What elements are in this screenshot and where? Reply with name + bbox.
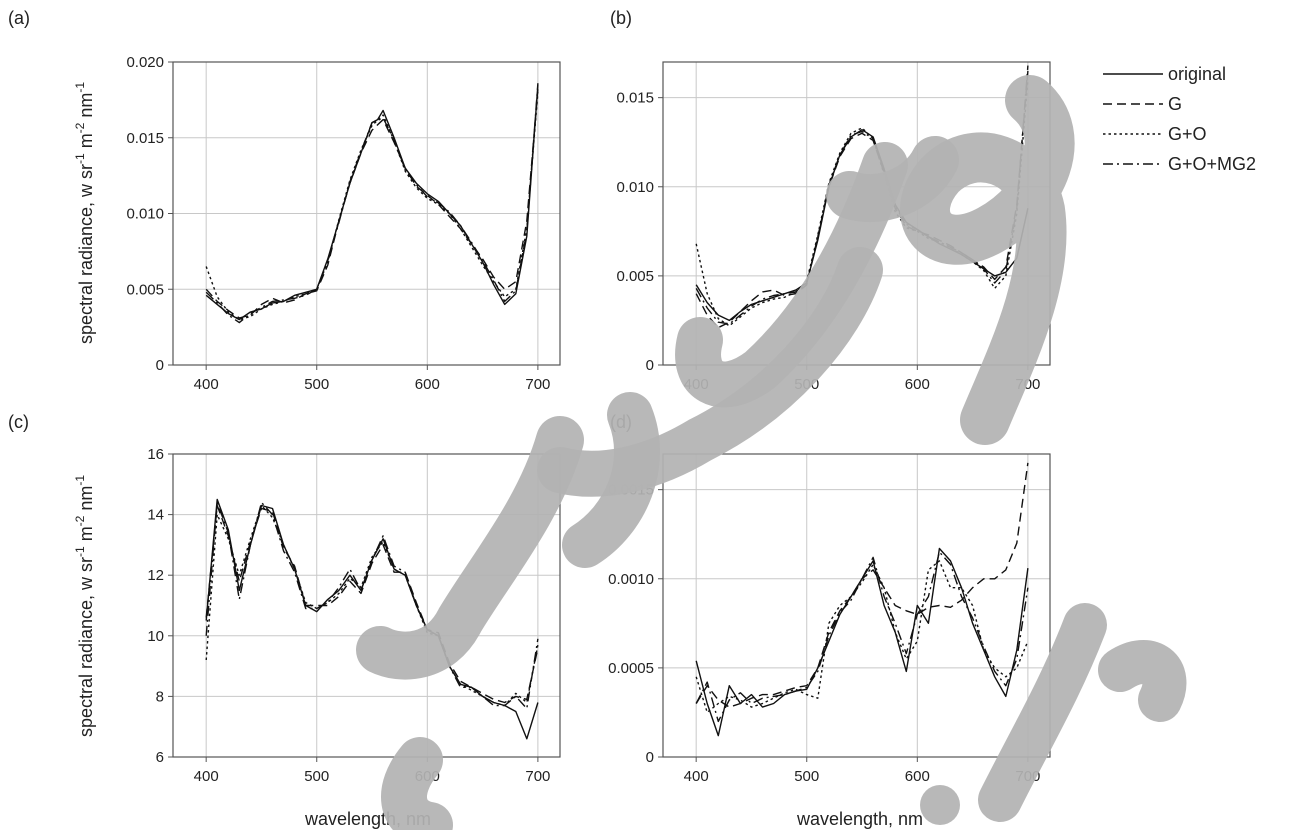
legend-label-original: original [1168,64,1226,84]
y-tick-label: 0 [646,357,654,374]
x-tick-label: 600 [415,376,440,393]
x-tick-label: 500 [794,768,819,785]
x-tick-label: 600 [905,768,930,785]
plot-frame [662,453,1051,758]
x-tick-label: 400 [684,768,709,785]
panel-label-a: (a) [8,8,30,28]
y-tick-label: 0 [156,357,164,374]
legend: original G G+O G+O+MG2 [1103,64,1256,174]
series-line-g-o [205,504,539,707]
y-tick-label: 0.015 [616,90,654,107]
y-axis-label-m: m [76,133,96,153]
y-axis-label-top: spectral radiance, w sr-1 m-2 nm-1 [73,82,96,344]
y-tick-label: 0.015 [126,130,164,147]
y-axis-label-sup: -1 [73,546,87,557]
series-line-g [205,89,539,319]
y-tick-label: 0.0005 [608,660,654,677]
y-tick-label: 10 [147,628,164,645]
watermark-stroke [826,136,959,223]
y-tick-label: 0 [646,749,654,766]
x-tick-label: 500 [304,376,329,393]
series-line-original [695,547,1029,737]
y-tick-label: 0.0010 [608,571,654,588]
y-tick-label: 16 [147,446,164,463]
series-line-original [205,84,539,321]
watermark-stroke [356,416,584,680]
y-tick-label: 0.010 [126,206,164,223]
y-tick-label: 0.010 [616,179,654,196]
watermark-stroke [537,247,883,497]
watermark-dot [920,785,960,825]
x-tick-label: 700 [525,376,550,393]
y-tick-label: 0.005 [616,268,654,285]
watermark-stroke [381,737,453,830]
y-axis-label-sup: -1 [73,475,87,486]
y-axis-label-nm: nm [76,486,96,516]
plot-frame [172,61,561,366]
y-axis-label-nm: nm [76,93,96,123]
plot-panel-a: 400 500 600 700 0 0.005 0.010 0.015 0.020 [126,54,561,393]
x-tick-label: 500 [304,768,329,785]
legend-label-g-o: G+O [1168,124,1207,144]
x-tick-label: 400 [194,768,219,785]
y-tick-label: 8 [156,688,164,705]
y-axis-label-sup: -2 [73,122,87,133]
y-tick-label: 0.020 [126,54,164,71]
y-axis-label-text: spectral radiance, w sr [76,557,96,737]
watermark-stroke [675,142,908,408]
panel-label-b: (b) [610,8,632,28]
y-axis-label-m: m [76,526,96,546]
legend-label-g-o-mg2: G+O+MG2 [1168,154,1256,174]
y-tick-label: 14 [147,507,164,524]
x-axis-label-d: wavelength, nm [796,809,923,829]
panel-label-c: (c) [8,412,29,432]
y-tick-label: 0.005 [126,281,164,298]
y-axis-label-sup: -1 [73,82,87,93]
series-line-g-o-mg2 [205,83,539,324]
watermark-stroke [978,603,1107,822]
y-axis-label-text: spectral radiance, w sr [76,164,96,344]
series-line-g-o [205,92,539,321]
plot-frame [172,453,561,758]
series-line-g-o-mg2 [695,551,1029,723]
x-tick-label: 400 [194,376,219,393]
series-line-g [205,504,539,704]
y-axis-label-bottom: spectral radiance, w sr-1 m-2 nm-1 [73,475,96,737]
y-tick-label: 6 [156,749,164,766]
watermark-stroke [1098,640,1187,722]
y-axis-label-sup: -2 [73,515,87,526]
x-tick-label: 600 [905,376,930,393]
series-line-g [695,462,1029,708]
legend-label-g: G [1168,94,1182,114]
series-line-g-o-mg2 [205,501,539,710]
watermark [356,75,1187,830]
y-axis-label-sup: -1 [73,153,87,164]
y-tick-label: 12 [147,567,164,584]
x-tick-label: 700 [525,768,550,785]
series-line-g-o [695,560,1029,714]
